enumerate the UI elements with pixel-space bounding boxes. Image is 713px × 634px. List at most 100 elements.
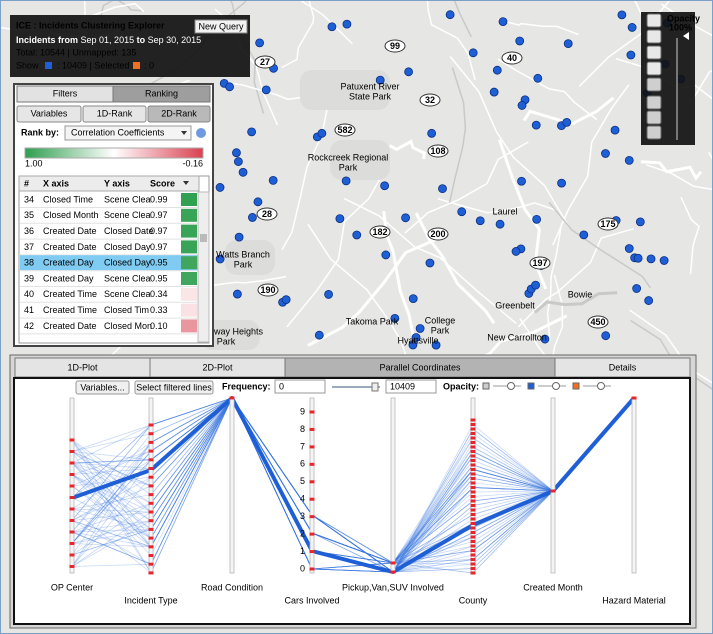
help-icon[interactable] — [196, 128, 206, 138]
row-y-axis[interactable]: Closed Tim — [104, 305, 149, 315]
toolbar-button[interactable] — [646, 13, 662, 28]
incident-cluster[interactable] — [533, 73, 543, 83]
row-y-axis[interactable]: Closed Day — [104, 242, 151, 252]
row-y-axis[interactable]: Scene Clea — [104, 273, 151, 283]
row-score[interactable]: 0.97 — [150, 242, 168, 252]
row-x-axis[interactable]: Created Time — [43, 289, 97, 299]
rank-subtab[interactable] — [147, 105, 211, 123]
incident-cluster[interactable] — [438, 184, 447, 194]
incident-cluster[interactable] — [517, 176, 526, 186]
plot-button-label[interactable]: Select filtered lines — [136, 382, 212, 392]
frequency-max-input[interactable] — [385, 379, 437, 394]
incident-cluster[interactable] — [234, 232, 244, 242]
rank-by-option[interactable]: Correlation Coefficients — [71, 127, 165, 137]
incident-cluster[interactable] — [659, 256, 669, 265]
incident-cluster[interactable] — [624, 155, 634, 165]
row-score[interactable]: 0.99 — [150, 194, 168, 204]
row-x-axis[interactable]: Closed Month — [43, 210, 99, 220]
incident-cluster[interactable] — [633, 253, 643, 263]
row-id[interactable]: 40 — [24, 289, 34, 299]
incident-cluster[interactable] — [635, 217, 645, 227]
incident-cluster[interactable] — [380, 181, 390, 191]
incident-cluster[interactable] — [562, 117, 572, 127]
opacity-knob[interactable] — [552, 382, 560, 390]
row-x-axis[interactable]: Created Date — [43, 242, 97, 252]
panel-tab[interactable] — [112, 85, 211, 103]
toolbar-button[interactable] — [646, 125, 662, 140]
toolbar-button[interactable] — [646, 61, 662, 76]
frequency-max-value[interactable]: 10409 — [390, 381, 415, 391]
incident-cluster[interactable] — [431, 340, 441, 350]
incident-cluster[interactable] — [253, 197, 263, 207]
toolbar-button[interactable] — [646, 29, 662, 44]
incident-cluster[interactable] — [335, 214, 345, 223]
plot-button[interactable] — [134, 380, 214, 395]
row-score[interactable]: 0.95 — [150, 258, 168, 268]
frequency-min-input[interactable] — [274, 379, 326, 394]
incident-cluster[interactable] — [531, 280, 540, 290]
rank-subtab-label[interactable]: 2D-Rank — [161, 108, 197, 118]
row-x-axis[interactable]: Created Date — [43, 226, 97, 236]
incident-cluster[interactable] — [341, 176, 351, 186]
incident-cluster[interactable] — [411, 333, 421, 342]
incident-cluster[interactable] — [601, 149, 610, 158]
incident-cluster[interactable] — [232, 289, 242, 299]
row-y-axis[interactable]: Closed Day — [104, 258, 151, 268]
incident-cluster[interactable] — [511, 247, 521, 256]
incident-cluster[interactable] — [563, 39, 573, 49]
frequency-min-value[interactable]: 0 — [279, 381, 284, 391]
incident-cluster[interactable] — [579, 230, 589, 240]
row-x-axis[interactable]: Created Date — [43, 321, 97, 331]
row-score[interactable]: 0.10 — [150, 321, 168, 331]
row-id[interactable]: 39 — [24, 273, 34, 283]
incident-cluster[interactable] — [225, 82, 234, 92]
new-query-label[interactable]: New Query — [198, 21, 244, 31]
toolbar-button[interactable] — [646, 95, 662, 110]
incident-cluster[interactable] — [404, 67, 413, 77]
incident-cluster[interactable] — [532, 214, 542, 224]
incident-cluster[interactable] — [268, 176, 278, 185]
opacity-knob[interactable] — [507, 382, 515, 390]
row-x-axis[interactable]: Created Day — [43, 273, 94, 283]
incident-cluster[interactable] — [327, 22, 337, 32]
row-id[interactable]: 41 — [24, 305, 34, 315]
incident-cluster[interactable] — [408, 294, 418, 304]
incident-cluster[interactable] — [601, 331, 611, 341]
incident-cluster[interactable] — [425, 258, 435, 268]
row-score[interactable]: 0.33 — [150, 305, 168, 315]
row-x-axis[interactable]: Closed Time — [43, 194, 93, 204]
incident-cluster[interactable] — [515, 36, 525, 46]
incident-cluster[interactable] — [468, 48, 478, 58]
incident-cluster[interactable] — [215, 183, 225, 192]
incident-cluster[interactable] — [238, 167, 248, 177]
toolbar-button[interactable] — [646, 45, 662, 60]
plot-tab-label[interactable]: 1D-Plot — [67, 362, 98, 372]
scrollbar-thumb[interactable] — [200, 234, 207, 242]
rank-subtab-label[interactable]: Variables — [31, 108, 68, 118]
incident-cluster[interactable] — [375, 75, 385, 85]
opacity-knob[interactable] — [597, 382, 605, 390]
incident-cluster[interactable] — [324, 290, 333, 299]
row-y-axis[interactable]: Scene Clea — [104, 289, 151, 299]
incident-cluster[interactable] — [232, 148, 241, 158]
incident-cluster[interactable] — [644, 296, 654, 305]
row-x-axis[interactable]: Created Time — [43, 305, 97, 315]
incident-cluster[interactable] — [427, 128, 437, 138]
plot-tab-label[interactable]: Parallel Coordinates — [379, 362, 461, 372]
incident-cluster[interactable] — [610, 125, 620, 135]
row-score[interactable]: 0.95 — [150, 273, 168, 283]
row-score[interactable]: 0.97 — [150, 210, 168, 220]
plot-tab-label[interactable]: Details — [609, 362, 637, 372]
incident-cluster[interactable] — [626, 50, 636, 60]
panel-tab-label[interactable]: Filters — [53, 88, 78, 98]
incident-cluster[interactable] — [247, 127, 257, 137]
incident-cluster[interactable] — [489, 87, 499, 97]
incident-cluster[interactable] — [495, 219, 505, 229]
plot-button-label[interactable]: Variables... — [80, 382, 124, 392]
rank-subtab[interactable] — [16, 105, 82, 123]
row-y-axis[interactable]: Closed Mon — [104, 321, 152, 331]
rank-subtab[interactable] — [82, 105, 147, 123]
frequency-slider-handle[interactable] — [371, 382, 379, 392]
rank-subtab-label[interactable]: 1D-Rank — [97, 108, 133, 118]
incident-cluster[interactable] — [557, 178, 566, 188]
